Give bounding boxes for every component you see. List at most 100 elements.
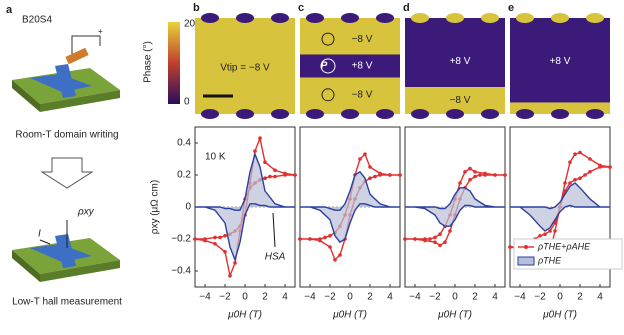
map-text: Vtip = −8 V bbox=[220, 63, 270, 74]
marker bbox=[203, 237, 207, 241]
map-text: P bbox=[321, 61, 328, 72]
marker bbox=[573, 178, 577, 182]
x-tick-label: 2 bbox=[577, 292, 583, 303]
marker bbox=[333, 258, 337, 262]
marker bbox=[553, 229, 557, 233]
x-tick-label: 0 bbox=[242, 292, 248, 303]
domain-dot bbox=[516, 109, 534, 119]
marker bbox=[448, 229, 452, 233]
marker bbox=[223, 234, 227, 238]
marker bbox=[308, 237, 312, 241]
marker bbox=[263, 176, 267, 180]
marker bbox=[573, 152, 577, 156]
marker bbox=[543, 232, 547, 236]
x-tick-label: −2 bbox=[219, 292, 231, 303]
marker bbox=[548, 229, 552, 233]
panel-label: d bbox=[403, 2, 410, 14]
x-tick-label: 2 bbox=[367, 292, 373, 303]
phase-band bbox=[510, 102, 610, 114]
marker bbox=[323, 235, 327, 240]
y-tick-label: −0.4 bbox=[171, 266, 191, 277]
marker bbox=[458, 181, 462, 185]
x-axis-label: μ0H (T) bbox=[332, 310, 367, 321]
marker bbox=[338, 253, 342, 257]
marker bbox=[368, 165, 372, 169]
series-line bbox=[300, 170, 400, 244]
x-tick-label: −4 bbox=[514, 292, 526, 303]
marker bbox=[443, 240, 447, 244]
marker bbox=[423, 237, 427, 241]
marker bbox=[218, 235, 222, 240]
x-tick-label: −2 bbox=[324, 292, 336, 303]
legend-swatch bbox=[524, 245, 528, 249]
domain-dot bbox=[551, 13, 569, 23]
map-text: −8 V bbox=[352, 34, 373, 45]
device-top: + bbox=[12, 27, 120, 112]
marker bbox=[268, 174, 272, 179]
marker bbox=[538, 234, 542, 238]
map-text: +8 V bbox=[352, 61, 373, 72]
marker bbox=[578, 150, 582, 155]
marker bbox=[473, 174, 477, 179]
marker bbox=[568, 181, 572, 185]
panel-label: c bbox=[298, 2, 304, 14]
marker bbox=[403, 237, 407, 241]
x-tick-label: 2 bbox=[262, 292, 268, 303]
marker bbox=[433, 240, 437, 244]
marker bbox=[608, 165, 612, 169]
domain-dot bbox=[411, 109, 429, 119]
panel-label: a bbox=[6, 4, 13, 16]
marker bbox=[213, 242, 217, 246]
annotation: HSA bbox=[265, 252, 286, 263]
marker bbox=[493, 173, 497, 177]
area bbox=[510, 183, 610, 209]
marker bbox=[318, 237, 322, 241]
domain-dot bbox=[376, 109, 394, 119]
phase-band bbox=[300, 77, 400, 114]
y-axis-label: ρxy (μΩ cm) bbox=[150, 180, 161, 234]
marker bbox=[273, 168, 277, 172]
sample-name: B20S4 bbox=[22, 15, 52, 26]
domain-dot bbox=[516, 13, 534, 23]
marker bbox=[588, 157, 592, 161]
marker bbox=[473, 170, 477, 174]
domain-dot bbox=[586, 13, 604, 23]
x-tick-label: 2 bbox=[472, 292, 478, 303]
x-tick-label: 0 bbox=[557, 292, 563, 303]
phase-band bbox=[300, 18, 400, 55]
x-axis-label: μ0H (T) bbox=[542, 310, 577, 321]
x-tick-label: −4 bbox=[304, 292, 316, 303]
x-axis-label: μ0H (T) bbox=[437, 310, 472, 321]
marker bbox=[583, 173, 587, 177]
x-axis-label: μ0H (T) bbox=[227, 310, 262, 321]
marker bbox=[463, 170, 467, 174]
marker bbox=[478, 173, 482, 177]
domain-dot bbox=[306, 109, 324, 119]
series-line bbox=[405, 187, 505, 227]
x-tick-label: 0 bbox=[347, 292, 353, 303]
panel-label: e bbox=[508, 2, 514, 14]
marker bbox=[468, 178, 472, 182]
x-tick-label: −4 bbox=[409, 292, 421, 303]
marker bbox=[388, 173, 392, 177]
y-tick-label: −0.2 bbox=[171, 234, 191, 245]
marker bbox=[253, 149, 257, 153]
marker bbox=[578, 176, 582, 180]
legend-label: ρTHE bbox=[537, 255, 562, 265]
domain-dot bbox=[236, 13, 254, 23]
marker bbox=[293, 173, 297, 177]
marker bbox=[483, 171, 487, 176]
domain-dot bbox=[481, 13, 499, 23]
marker bbox=[328, 234, 332, 238]
colorbar-tick: 0 bbox=[184, 97, 190, 108]
marker bbox=[213, 235, 217, 240]
marker bbox=[378, 171, 382, 176]
annotation-arrow bbox=[272, 212, 276, 248]
marker bbox=[368, 176, 372, 180]
colorbar bbox=[168, 22, 180, 104]
domain-dot bbox=[411, 13, 429, 23]
map-text: −8 V bbox=[352, 89, 373, 100]
marker bbox=[328, 245, 332, 249]
marker bbox=[468, 166, 472, 171]
